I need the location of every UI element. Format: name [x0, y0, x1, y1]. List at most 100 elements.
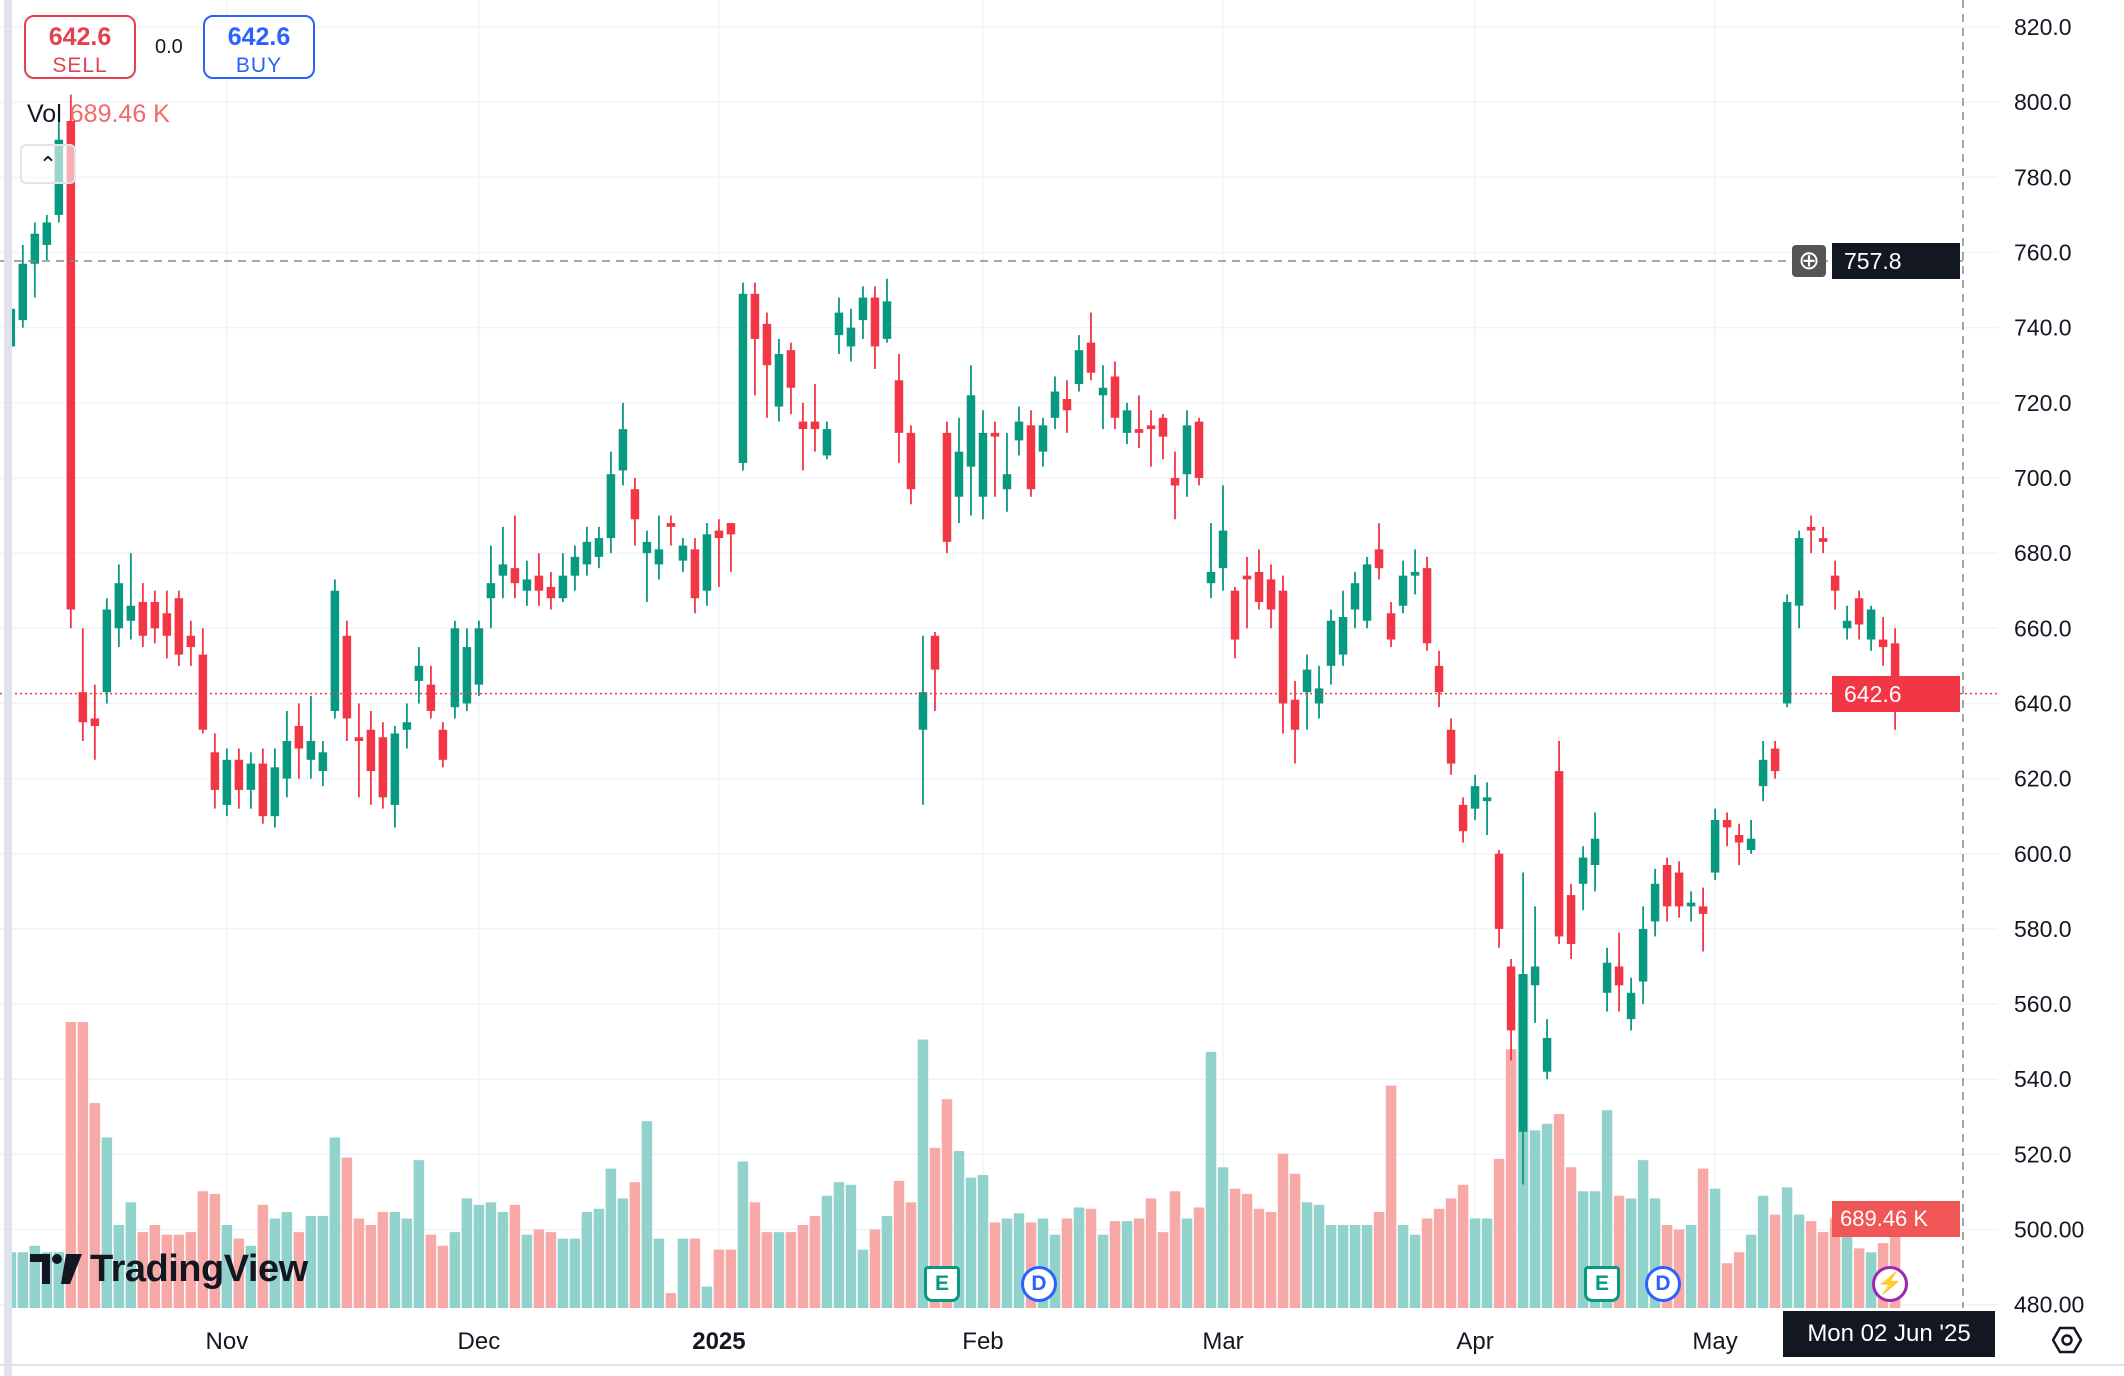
candle-body	[270, 767, 280, 817]
candle-body	[354, 737, 364, 742]
volume-bar	[689, 1238, 701, 1308]
volume-bar	[1109, 1221, 1121, 1308]
candle-body	[606, 474, 616, 539]
sell-button[interactable]: 642.6 SELL	[24, 15, 136, 79]
volume-bar	[917, 1039, 929, 1308]
earnings-marker-label: E	[1594, 1272, 1609, 1295]
settings-icon[interactable]	[2052, 1326, 2082, 1354]
volume-bar	[509, 1204, 521, 1308]
candle-body	[1218, 530, 1228, 569]
lightning-icon[interactable]: ⚡	[1872, 1266, 1908, 1302]
candle-body	[846, 327, 856, 347]
volume-bar	[1841, 1236, 1853, 1308]
volume-bar	[329, 1137, 341, 1308]
volume-bar	[1889, 1218, 1901, 1308]
volume-bar	[317, 1215, 329, 1308]
volume-bar	[1097, 1234, 1109, 1308]
candle-body	[174, 598, 184, 655]
candle-body	[1110, 376, 1120, 418]
collapse-legend-button[interactable]: ⌃	[20, 144, 76, 184]
candle-body	[1170, 477, 1180, 486]
volume-bar	[1733, 1252, 1745, 1308]
volume-bar	[1505, 1049, 1517, 1308]
add-plus-icon[interactable]: ⊕	[1792, 245, 1826, 277]
volume-bar	[1589, 1191, 1601, 1308]
volume-bar	[581, 1212, 593, 1308]
dividend-marker[interactable]: D	[1021, 1266, 1057, 1302]
candle-body	[1770, 748, 1780, 772]
time-axis[interactable]: Nov Dec 2025 Feb Mar Apr May	[206, 1328, 1738, 1355]
candle-body	[1854, 598, 1864, 625]
volume-bar	[1421, 1218, 1433, 1308]
candle-body	[102, 609, 112, 693]
earnings-marker[interactable]: E	[1584, 1266, 1620, 1302]
candle-body	[450, 628, 460, 708]
candle-body	[942, 432, 952, 542]
candle-body	[618, 429, 628, 471]
candle-body	[966, 395, 976, 467]
price-axis[interactable]: 820.0 800.0 780.0 760.0 740.0 720.0 700.0 680.0…	[2014, 14, 2084, 1318]
volume-bar	[1565, 1167, 1577, 1308]
candle-body	[1734, 834, 1744, 843]
price-tick-label: 500.00	[2014, 1217, 2084, 1243]
volume-bar	[833, 1182, 845, 1308]
candle-body	[234, 759, 244, 790]
volume-bar	[101, 1137, 113, 1308]
candle-body	[1122, 410, 1132, 433]
sell-label: SELL	[52, 54, 108, 77]
candle-body	[1254, 571, 1264, 602]
candle-body	[1722, 819, 1732, 828]
price-tick-label: 740.0	[2014, 315, 2072, 341]
volume-bar	[929, 1147, 941, 1308]
candle-body	[1182, 425, 1192, 475]
candle-body	[1338, 617, 1348, 655]
volume-bar	[821, 1195, 833, 1308]
volume-bar	[1289, 1173, 1301, 1308]
volume-bar	[1853, 1248, 1865, 1308]
candle-body	[390, 733, 400, 805]
volume-bar	[1673, 1229, 1685, 1308]
earnings-marker[interactable]: E	[924, 1266, 960, 1302]
volume-bar	[485, 1202, 497, 1308]
candle-body	[318, 752, 328, 772]
candle-body	[1242, 575, 1252, 580]
candle-body	[954, 451, 964, 497]
grid-lines	[0, 0, 1998, 1308]
candle-body	[786, 350, 796, 388]
earnings-marker-label: E	[934, 1272, 949, 1295]
volume-bar	[1301, 1202, 1313, 1308]
candle-body	[222, 759, 232, 805]
candle-body	[1098, 387, 1108, 396]
volume-bar	[845, 1184, 857, 1308]
candle-body	[1302, 669, 1312, 693]
volume-bar	[1685, 1224, 1697, 1308]
price-tick-label: 520.0	[2014, 1141, 2072, 1167]
candle-body	[726, 523, 736, 535]
candle-body	[1230, 590, 1240, 640]
volume-bar	[1793, 1214, 1805, 1308]
tradingview-logo[interactable]: TradingView	[30, 1248, 308, 1290]
volume-bar	[749, 1202, 761, 1308]
candle-body	[1662, 865, 1672, 907]
volume-bar	[1229, 1188, 1241, 1308]
candle-body	[1842, 620, 1852, 629]
volume-bar	[1145, 1198, 1157, 1308]
volume-bar	[29, 1245, 41, 1308]
buy-button[interactable]: 642.6 BUY	[203, 15, 315, 79]
volume-bar	[557, 1238, 569, 1308]
candle-body	[18, 263, 28, 321]
candle-body	[918, 692, 928, 730]
candle-body	[1794, 538, 1804, 606]
candles	[6, 94, 1900, 1185]
candle-body	[894, 380, 904, 433]
dividend-marker[interactable]: D	[1645, 1266, 1681, 1302]
volume-bar	[1865, 1252, 1877, 1308]
volume-bar	[1325, 1224, 1337, 1308]
volume-bar	[1265, 1212, 1277, 1308]
candle-body	[1686, 902, 1696, 907]
last-price-label: 642.6	[1832, 675, 1960, 712]
volume-bar	[113, 1224, 125, 1308]
candle-body	[690, 549, 700, 599]
time-tick-label: Mar	[1202, 1328, 1243, 1355]
